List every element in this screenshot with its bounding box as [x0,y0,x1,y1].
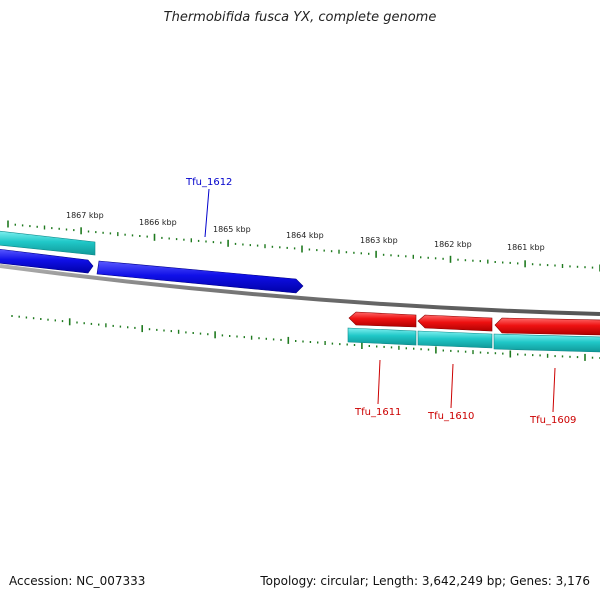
accession-text: Accession: NC_007333 [9,574,146,588]
gene-arrow-forward-left[interactable] [0,248,94,274]
lower-scale-ticks [11,315,600,361]
cds-feature-tfu-1610[interactable] [417,330,493,349]
gene-label-tfu-1610[interactable]: Tfu_1610 [427,411,474,422]
cds-feature-tfu-1611[interactable] [347,327,417,346]
gene-arrow-tfu-1610[interactable] [417,314,493,332]
gene-arrow-tfu-1611[interactable] [348,311,417,328]
tick-label-1864: 1864 kbp [286,231,324,240]
leader-line-tfu-1612 [204,188,210,238]
gene-label-tfu-1611[interactable]: Tfu_1611 [354,407,401,418]
gene-label-tfu-1609[interactable]: Tfu_1609 [529,415,576,426]
leader-line-tfu-1611 [377,359,381,405]
upper-scale-ticks [7,220,600,272]
tick-label-1862: 1862 kbp [434,240,472,249]
tick-label-1861: 1861 kbp [507,243,545,252]
cds-feature-tfu-1609[interactable] [493,333,600,353]
leader-line-tfu-1609 [552,367,556,413]
tick-label-1863: 1863 kbp [360,236,398,245]
map-title: Thermobifida fusca YX, complete genome [163,10,437,25]
gene-label-tfu-1612[interactable]: Tfu_1612 [185,177,232,188]
tick-label-1867: 1867 kbp [66,211,104,220]
leader-line-tfu-1610 [450,363,454,409]
gene-arrow-tfu-1612[interactable] [96,260,304,294]
tick-label-1865: 1865 kbp [213,225,251,234]
genome-backbone [0,264,600,316]
genome-summary-text: Topology: circular; Length: 3,642,249 bp… [260,574,590,588]
tick-label-1866: 1866 kbp [139,218,177,227]
gene-arrow-tfu-1609[interactable] [494,317,600,336]
cds-feature-forward[interactable] [0,230,96,256]
